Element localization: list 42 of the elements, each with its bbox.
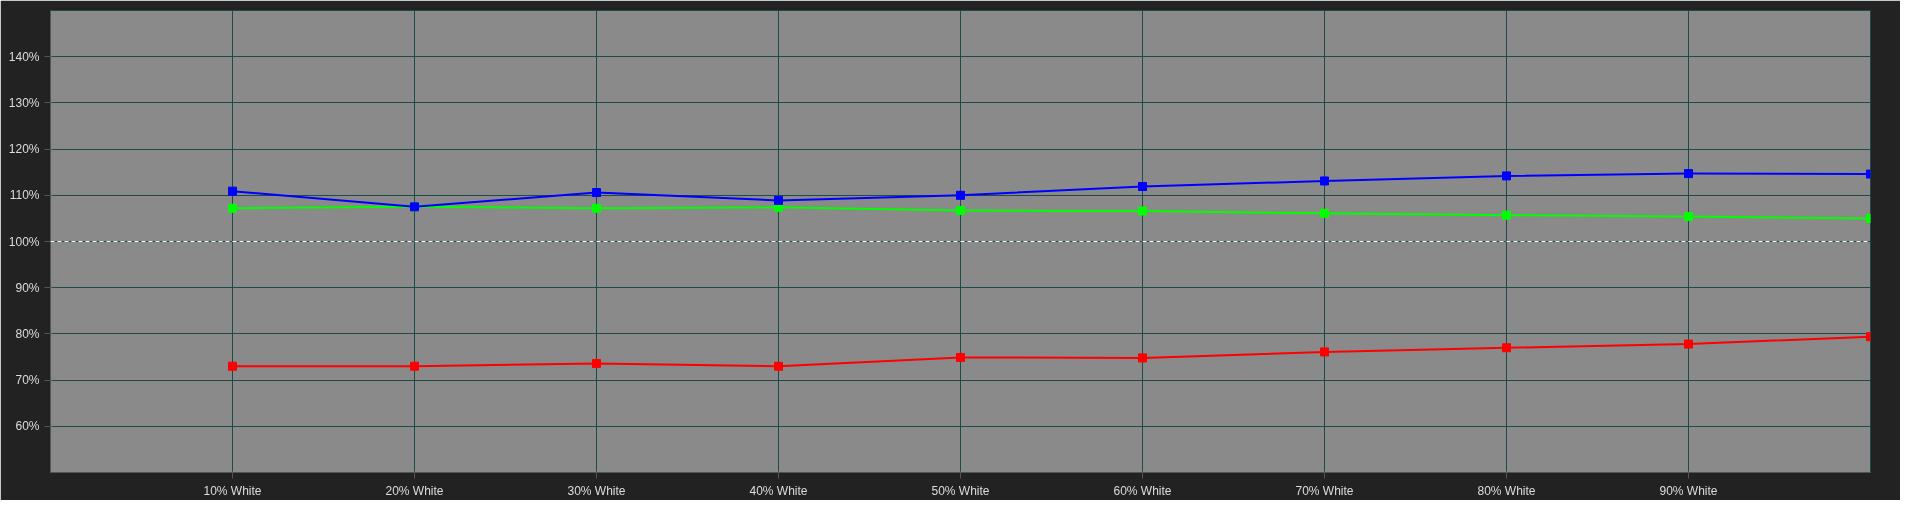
point (774, 361, 783, 371)
x-tick-label: 30% White (567, 483, 626, 498)
point (228, 186, 237, 196)
point (1138, 353, 1147, 363)
x-tick-label: 60% White (1113, 483, 1172, 498)
y-tick-label: 140% (8, 49, 40, 64)
x-tick-label: 90% White (1659, 483, 1718, 498)
point (1684, 339, 1693, 349)
y-tick-label: 70% (15, 373, 40, 388)
point (1684, 212, 1693, 222)
y-tick-label: 110% (9, 188, 40, 203)
point (1138, 182, 1147, 192)
x-tick-label: 20% White (385, 483, 444, 498)
y-tick-label: 120% (8, 142, 40, 157)
point (774, 195, 783, 205)
point (1320, 347, 1329, 357)
point (1320, 176, 1329, 186)
point (956, 206, 965, 216)
y-tick-label: 80% (15, 326, 40, 341)
x-tick-label: 40% White (749, 483, 808, 498)
point (1684, 169, 1693, 179)
point (228, 361, 237, 371)
point (592, 358, 601, 368)
point (1502, 343, 1511, 353)
point (1502, 210, 1511, 220)
point (956, 190, 965, 200)
y-tick-label: 60% (15, 419, 40, 434)
point (1138, 206, 1147, 216)
x-tick-label: 10% White (203, 483, 262, 498)
point (592, 203, 601, 213)
point (592, 188, 601, 198)
point (410, 361, 419, 371)
point (1320, 208, 1329, 218)
point (1502, 171, 1511, 181)
x-tick-label: 50% White (931, 483, 990, 498)
y-tick-label: 130% (8, 95, 40, 110)
point (956, 352, 965, 362)
x-tick-label: 70% White (1295, 483, 1354, 498)
y-tick-label: 90% (15, 280, 40, 295)
x-tick-label: 80% White (1477, 483, 1536, 498)
y-tick-label: 100% (8, 234, 40, 249)
point (228, 203, 237, 213)
